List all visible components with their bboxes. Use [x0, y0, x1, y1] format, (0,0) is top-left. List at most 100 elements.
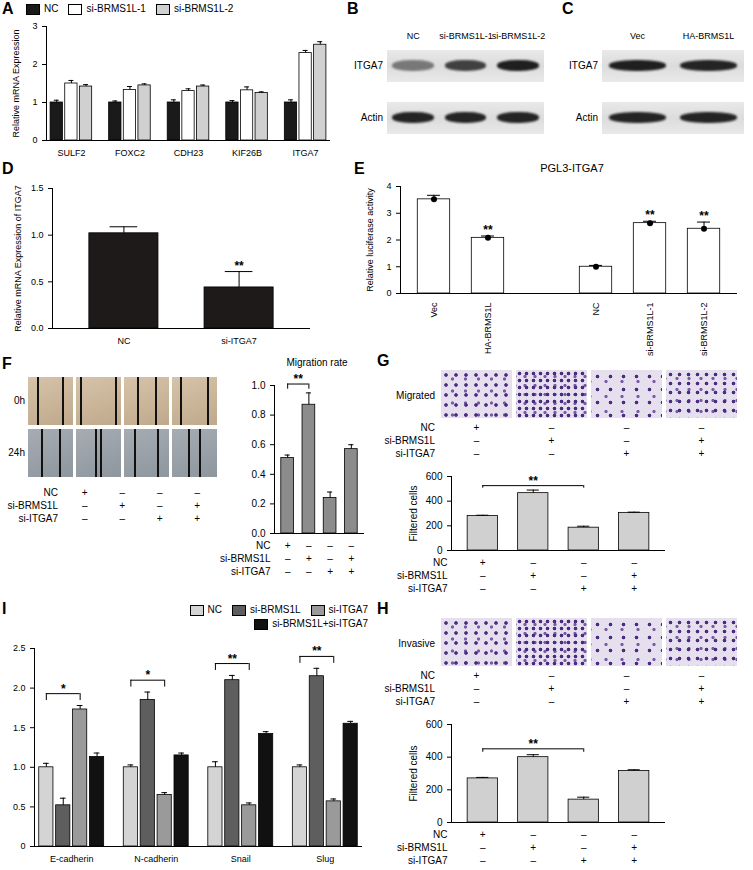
svg-text:+: +	[631, 842, 637, 853]
svg-text:Relative mRNA Expression: Relative mRNA Expression	[11, 29, 21, 137]
svg-text:0: 0	[437, 545, 443, 556]
svg-text:+: +	[306, 553, 312, 564]
svg-text:2.5: 2.5	[13, 643, 26, 653]
svg-text:2.0: 2.0	[13, 683, 26, 693]
svg-text:400: 400	[426, 751, 443, 762]
svg-text:–: –	[480, 842, 486, 853]
svg-text:+: +	[480, 829, 486, 840]
svg-text:ITGA7: ITGA7	[293, 148, 319, 158]
svg-text:+: +	[631, 583, 637, 594]
svg-text:NC: NC	[256, 540, 270, 551]
svg-text:4: 4	[386, 181, 391, 191]
svg-text:200: 200	[426, 784, 443, 795]
svg-text:0.4: 0.4	[252, 469, 266, 480]
svg-text:+: +	[581, 583, 587, 594]
svg-text:**: **	[312, 644, 322, 658]
svg-text:3: 3	[32, 21, 37, 31]
svg-text:N-cadherin: N-cadherin	[134, 854, 178, 864]
svg-text:KIF26B: KIF26B	[232, 148, 262, 158]
svg-text:+: +	[581, 855, 587, 866]
svg-text:–: –	[306, 566, 312, 577]
svg-text:E-cadherin: E-cadherin	[50, 854, 94, 864]
svg-text:1.0: 1.0	[13, 762, 26, 772]
svg-text:200: 200	[426, 520, 443, 531]
svg-text:–: –	[480, 583, 486, 594]
svg-text:si-ITGA7: si-ITGA7	[408, 583, 448, 594]
svg-text:–: –	[285, 566, 291, 577]
svg-text:Vec: Vec	[429, 302, 439, 318]
svg-text:+: +	[530, 570, 536, 581]
svg-text:3: 3	[386, 208, 391, 218]
svg-text:si-BRMS1L: si-BRMS1L	[397, 570, 448, 581]
svg-text:0: 0	[386, 288, 391, 298]
svg-text:Filtered cells: Filtered cells	[408, 745, 419, 801]
svg-text:si-BRMS1L-1: si-BRMS1L-1	[645, 303, 655, 357]
svg-text:NC: NC	[433, 557, 447, 568]
svg-text:**: **	[529, 737, 539, 751]
svg-text:–: –	[327, 553, 333, 564]
svg-text:+: +	[530, 842, 536, 853]
svg-text:**: **	[645, 208, 655, 222]
svg-text:–: –	[480, 570, 486, 581]
svg-text:1: 1	[386, 262, 391, 272]
svg-text:–: –	[581, 842, 587, 853]
svg-text:si-BRMS1L: si-BRMS1L	[397, 842, 448, 853]
svg-text:2: 2	[32, 59, 37, 69]
svg-text:0.5: 0.5	[31, 277, 44, 287]
svg-text:–: –	[581, 829, 587, 840]
svg-text:1.0: 1.0	[31, 230, 44, 240]
svg-text:Slug: Slug	[316, 854, 334, 864]
svg-text:2: 2	[386, 235, 391, 245]
svg-text:+: +	[285, 540, 291, 551]
svg-text:0.0: 0.0	[252, 528, 266, 539]
svg-text:**: **	[294, 372, 304, 386]
svg-text:–: –	[480, 855, 486, 866]
svg-text:NC: NC	[591, 302, 601, 315]
svg-text:NC: NC	[117, 336, 130, 346]
svg-text:**: **	[234, 259, 244, 273]
svg-text:si-BRMS1L-2: si-BRMS1L-2	[699, 303, 709, 357]
svg-text:SULF2: SULF2	[57, 148, 85, 158]
svg-text:600: 600	[426, 719, 443, 730]
svg-text:**: **	[483, 223, 493, 237]
svg-text:–: –	[631, 557, 637, 568]
svg-text:+: +	[480, 557, 486, 568]
svg-text:FOXC2: FOXC2	[115, 148, 145, 158]
svg-text:–: –	[285, 553, 291, 564]
svg-text:si-ITGA7: si-ITGA7	[231, 566, 271, 577]
svg-text:si-BRMS1L: si-BRMS1L	[220, 553, 271, 564]
svg-text:**: **	[228, 652, 238, 666]
svg-text:–: –	[530, 583, 536, 594]
svg-text:**: **	[699, 209, 709, 223]
svg-text:1: 1	[32, 97, 37, 107]
svg-text:HA-BRMS1L: HA-BRMS1L	[483, 303, 493, 355]
svg-text:1.0: 1.0	[252, 380, 266, 391]
svg-text:–: –	[306, 540, 312, 551]
svg-text:+: +	[631, 855, 637, 866]
svg-text:0.6: 0.6	[252, 439, 266, 450]
svg-text:–: –	[530, 855, 536, 866]
svg-text:si-ITGA7: si-ITGA7	[221, 336, 257, 346]
svg-text:0: 0	[437, 817, 443, 828]
svg-text:NC: NC	[433, 829, 447, 840]
svg-text:1.5: 1.5	[31, 183, 44, 193]
svg-text:0: 0	[20, 841, 25, 851]
svg-text:Snail: Snail	[231, 854, 251, 864]
svg-text:400: 400	[426, 495, 443, 506]
svg-text:0.0: 0.0	[31, 323, 44, 333]
svg-text:0.2: 0.2	[252, 498, 266, 509]
svg-text:+: +	[631, 570, 637, 581]
svg-text:–: –	[327, 540, 333, 551]
svg-text:0.8: 0.8	[252, 409, 266, 420]
svg-text:0.5: 0.5	[13, 802, 26, 812]
svg-text:Relative luciferase activity: Relative luciferase activity	[365, 188, 375, 292]
svg-text:600: 600	[426, 471, 443, 482]
svg-text:0: 0	[32, 135, 37, 145]
svg-text:–: –	[530, 557, 536, 568]
svg-text:+: +	[348, 566, 354, 577]
svg-text:si-ITGA7: si-ITGA7	[408, 855, 448, 866]
svg-text:–: –	[349, 540, 355, 551]
svg-text:Relative mRNA Expression of IT: Relative mRNA Expression of ITGA7	[13, 185, 23, 332]
svg-text:Filtered cells: Filtered cells	[408, 485, 419, 541]
svg-text:*: *	[61, 682, 66, 696]
